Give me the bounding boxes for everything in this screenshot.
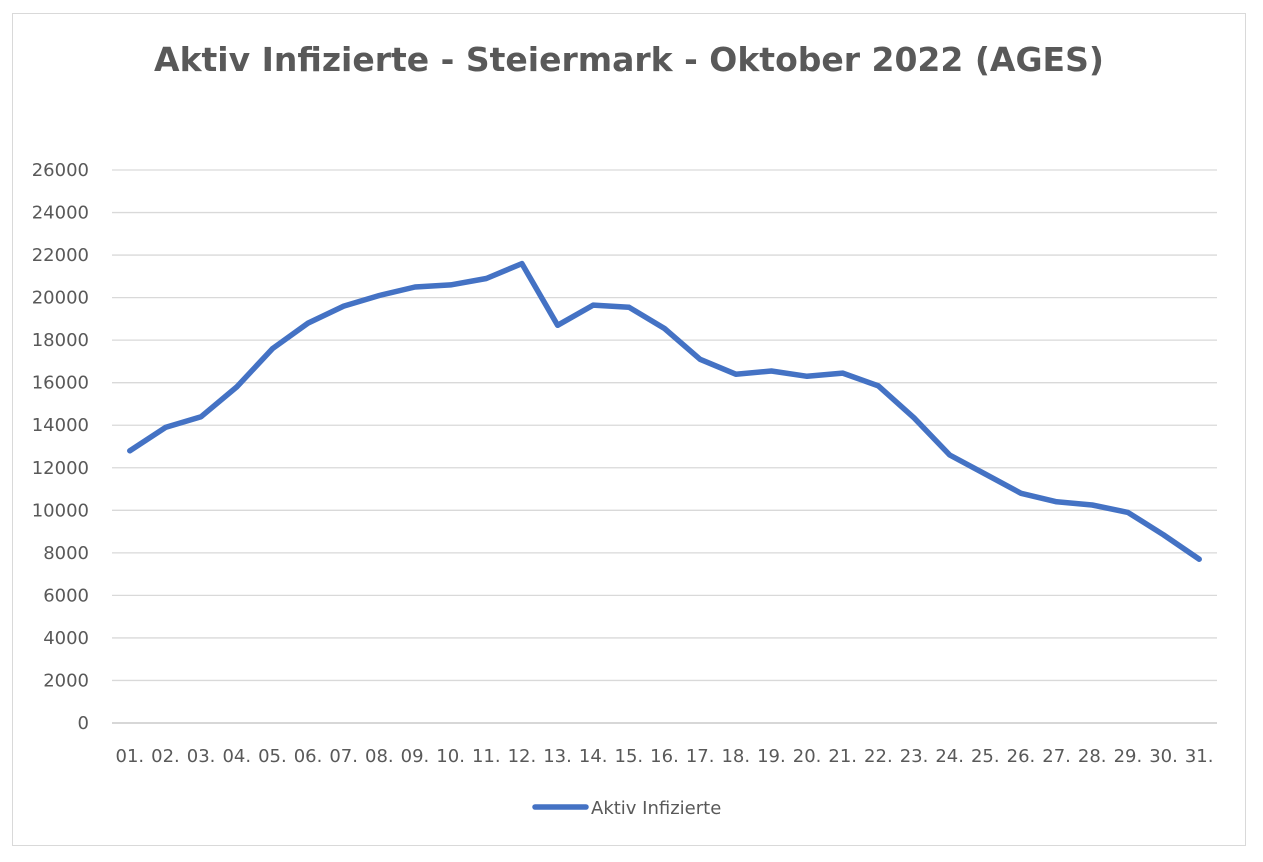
y-axis-ticks: 0 2000 4000 6000 8000 10000 12000 14000 16000 180… [32,160,89,734]
y-tick-label: 16000 [32,373,89,394]
data-point [305,320,311,326]
chart-frame [12,13,1246,846]
data-point [269,346,275,352]
legend-label: Aktiv Infizierte [591,798,721,819]
x-tick-label: 04. [222,746,251,767]
x-tick-label: 13. [543,746,572,767]
data-point [1125,509,1131,515]
x-tick-label: 20. [793,746,822,767]
data-point [1089,502,1095,508]
chart-title: Aktiv Infizierte - Steiermark - Oktober … [154,40,1104,79]
x-tick-label: 27. [1042,746,1071,767]
y-tick-label: 2000 [43,670,89,691]
data-point [804,373,810,379]
data-point [626,304,632,310]
y-tick-label: 10000 [32,500,89,521]
data-point [341,303,347,309]
data-point [234,384,240,390]
data-point [662,325,667,331]
y-tick-label: 14000 [32,415,89,436]
data-point [162,424,168,430]
data-point [733,371,739,377]
x-tick-label: 14. [579,746,608,767]
x-tick-label: 01. [116,746,145,767]
x-tick-label: 16. [650,746,679,767]
x-tick-label: 19. [757,746,786,767]
data-point [982,471,988,477]
x-tick-label: 23. [900,746,929,767]
y-tick-label: 8000 [43,543,89,564]
data-point [911,415,917,421]
x-tick-label: 21. [828,746,857,767]
y-tick-label: 24000 [32,203,89,224]
data-point [555,322,561,328]
y-tick-label: 18000 [32,330,89,351]
legend: Aktiv Infizierte [532,798,721,819]
x-tick-label: 25. [971,746,1000,767]
x-tick-label: 02. [151,746,180,767]
x-tick-label: 10. [436,746,465,767]
data-point [1196,556,1202,562]
x-tick-label: 15. [615,746,644,767]
data-point [1018,490,1024,496]
data-point [875,383,881,389]
series-line [127,260,1202,562]
y-tick-label: 4000 [43,628,89,649]
x-tick-label: 24. [935,746,964,767]
x-tick-label: 03. [187,746,216,767]
x-tick-label: 22. [864,746,893,767]
x-tick-label: 06. [294,746,323,767]
x-tick-label: 05. [258,746,287,767]
data-point [768,368,774,374]
x-tick-label: 07. [329,746,358,767]
x-tick-label: 26. [1007,746,1036,767]
data-point [376,292,382,298]
data-point [1054,499,1060,505]
x-tick-label: 09. [401,746,430,767]
x-tick-label: 12. [508,746,537,767]
y-tick-label: 6000 [43,585,89,606]
x-tick-label: 17. [686,746,715,767]
x-axis-ticks: 01. 02. 03. 04. 05. 06. 07. 08. 09. 10. 11. 12. 13. 1… [116,746,1214,767]
y-tick-label: 20000 [32,288,89,309]
data-point [198,414,204,420]
data-point [127,448,133,454]
x-tick-label: 30. [1149,746,1178,767]
x-tick-label: 08. [365,746,394,767]
data-point [947,452,953,458]
x-tick-label: 18. [721,746,750,767]
y-tick-label: 0 [78,713,89,734]
data-point [840,370,846,376]
x-tick-label: 31. [1185,746,1214,767]
data-point [448,282,454,288]
data-point [483,275,489,281]
series-layer [127,260,1202,562]
data-point [519,261,525,267]
y-tick-label: 12000 [32,458,89,479]
data-point [1161,532,1167,538]
data-point [697,356,703,362]
data-point [590,302,596,308]
x-tick-label: 11. [472,746,501,767]
x-tick-label: 29. [1114,746,1143,767]
data-point [412,284,418,290]
y-tick-label: 26000 [32,160,89,181]
y-tick-label: 22000 [32,245,89,266]
x-tick-label: 28. [1078,746,1107,767]
gridlines [112,169,1217,724]
